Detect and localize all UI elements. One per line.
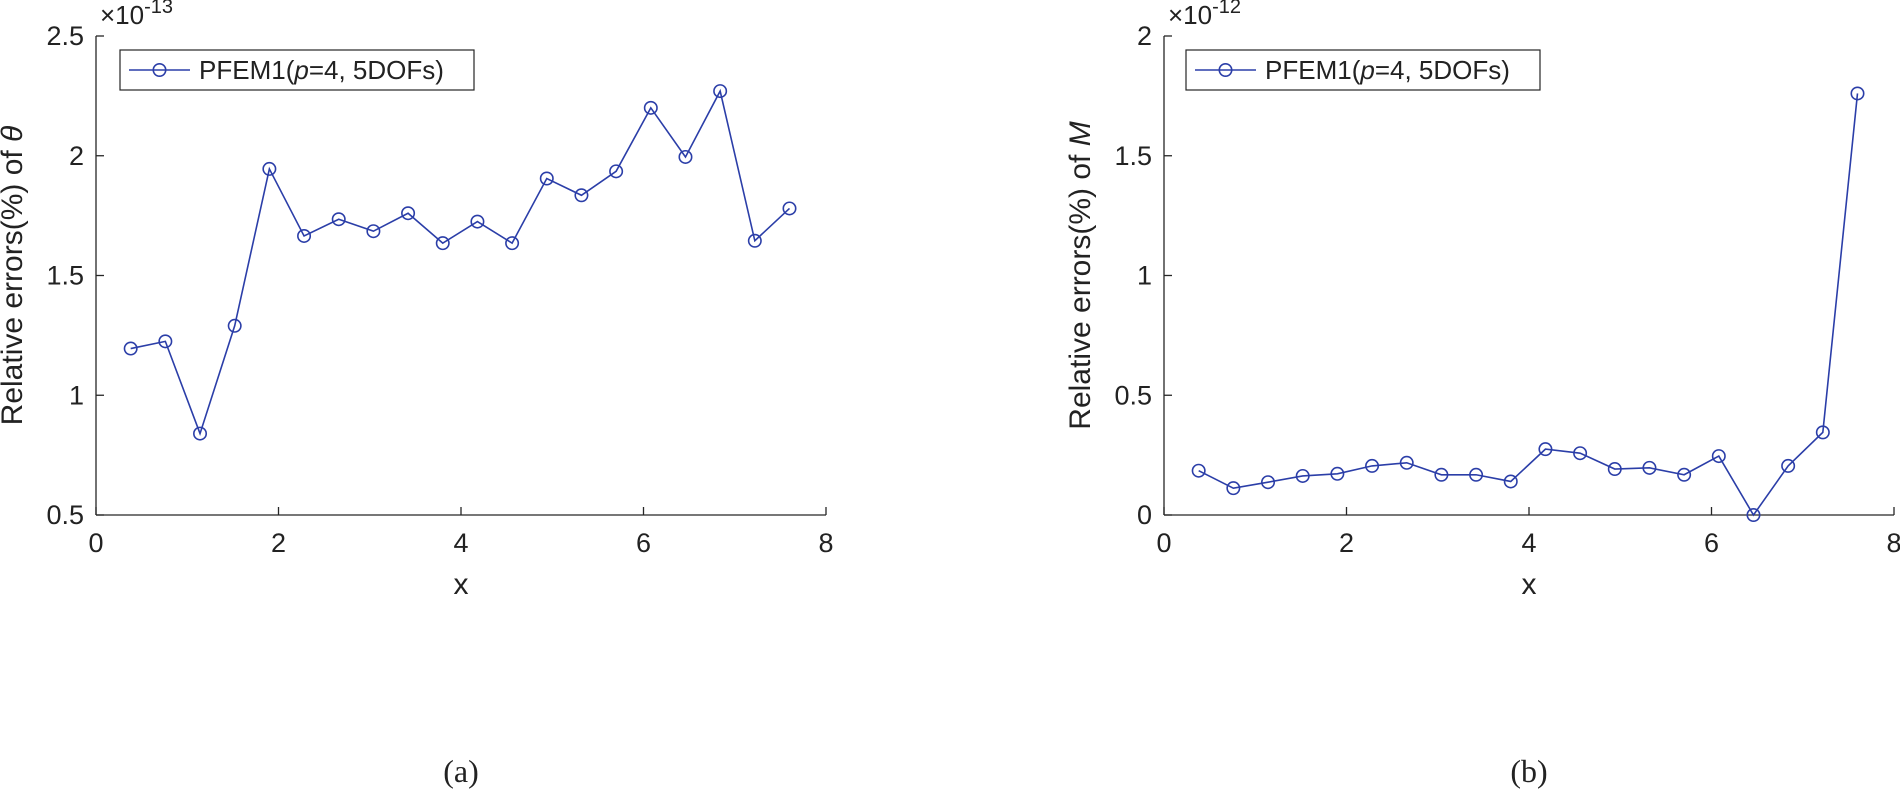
data-point xyxy=(1573,446,1588,461)
y-exponent-label: ×10-12 xyxy=(1168,0,1241,30)
data-point xyxy=(1503,474,1518,489)
legend-param-rest: =4, 5DOFs) xyxy=(309,55,444,85)
data-point xyxy=(1365,458,1380,473)
x-tick-label: 8 xyxy=(1886,528,1900,558)
chart-panel-a: 0 2 4 6 8 0.5 1 1.5 2 2.5 ×10-13 x Relative errors(%… xyxy=(0,0,834,789)
y-tick-label: 2 xyxy=(69,141,84,171)
data-point xyxy=(678,149,693,164)
legend: PFEM1(p=4, 5DOFs) xyxy=(1185,49,1541,91)
y-tick-label: 2 xyxy=(1137,21,1152,51)
data-point xyxy=(747,233,762,248)
y-axis-label-symbol: θ xyxy=(0,125,29,142)
data-point xyxy=(158,334,173,349)
data-point xyxy=(1677,467,1692,482)
legend-name: PFEM1 xyxy=(199,55,286,85)
x-tick-label: 8 xyxy=(818,528,833,558)
chart-panel-b: 0 2 4 6 8 0 0.5 1 1.5 2 ×10-12 x Relative errors(%) … xyxy=(1064,0,1900,789)
y-tick-label: 0.5 xyxy=(1114,380,1152,410)
y-tick-label: 1 xyxy=(1137,261,1152,291)
exponent-base: ×10 xyxy=(100,0,144,30)
data-point xyxy=(1434,467,1449,482)
data-point xyxy=(435,236,450,251)
x-tick-label: 4 xyxy=(453,528,468,558)
data-point xyxy=(1295,468,1310,483)
exponent-power: -12 xyxy=(1212,0,1241,18)
legend-paren: ( xyxy=(1352,55,1361,85)
legend-label: PFEM1(p=4, 5DOFs) xyxy=(1265,55,1510,85)
x-axis-label: x xyxy=(1522,568,1537,601)
legend-label: PFEM1(p=4, 5DOFs) xyxy=(199,55,444,85)
data-point xyxy=(193,426,208,441)
y-axis-label: Relative errors(%) of θ xyxy=(0,125,29,425)
series-line xyxy=(130,88,791,436)
x-tick-label: 6 xyxy=(1704,528,1719,558)
data-point xyxy=(1711,449,1726,464)
data-point xyxy=(1191,463,1206,478)
exponent-power: -13 xyxy=(144,0,173,18)
data-point xyxy=(297,228,312,243)
y-axis-label: Relative errors(%) of M xyxy=(1064,121,1097,429)
legend-param-rest: =4, 5DOFs) xyxy=(1375,55,1510,85)
data-point xyxy=(713,84,728,99)
data-point xyxy=(1642,460,1657,475)
legend: PFEM1(p=4, 5DOFs) xyxy=(119,49,475,91)
x-tick-label: 0 xyxy=(88,528,103,558)
data-point xyxy=(262,161,277,176)
data-point xyxy=(1538,442,1553,457)
data-point xyxy=(505,236,520,251)
data-point xyxy=(574,188,589,203)
x-axis-label: x xyxy=(454,568,469,601)
series-line xyxy=(1198,93,1859,517)
data-point xyxy=(1781,458,1796,473)
data-point xyxy=(539,171,554,186)
data-point xyxy=(123,341,138,356)
y-exponent-label: ×10-13 xyxy=(100,0,173,30)
y-axis-label-symbol: M xyxy=(1064,121,1097,146)
x-tick-label: 2 xyxy=(1339,528,1354,558)
data-point xyxy=(1746,507,1761,522)
legend-paren: ( xyxy=(286,55,295,85)
y-tick-label: 1.5 xyxy=(1114,141,1152,171)
x-tick-label: 2 xyxy=(271,528,286,558)
data-point xyxy=(1607,462,1622,477)
data-point xyxy=(1226,481,1241,496)
y-axis-label-prefix: Relative errors(%) of xyxy=(1064,146,1097,429)
y-tick-label: 1.5 xyxy=(46,261,84,291)
data-point xyxy=(331,212,346,227)
panel-caption: (b) xyxy=(1510,753,1547,789)
legend-name: PFEM1 xyxy=(1265,55,1352,85)
data-point xyxy=(1330,466,1345,481)
data-point xyxy=(470,214,485,229)
y-tick-label: 2.5 xyxy=(46,21,84,51)
legend-param-symbol: p xyxy=(1359,55,1374,85)
y-tick-label: 0.5 xyxy=(46,500,84,530)
x-tick-label: 4 xyxy=(1521,528,1536,558)
legend-param-symbol: p xyxy=(293,55,308,85)
data-point xyxy=(366,224,381,239)
x-tick-label: 0 xyxy=(1156,528,1171,558)
panel-caption: (a) xyxy=(443,753,479,789)
data-point xyxy=(782,201,797,216)
data-point xyxy=(1469,467,1484,482)
x-tick-label: 6 xyxy=(636,528,651,558)
y-axis-label-prefix: Relative errors(%) of xyxy=(0,142,29,425)
data-point xyxy=(1850,86,1865,101)
y-tick-label: 0 xyxy=(1137,500,1152,530)
data-point xyxy=(1815,425,1830,440)
y-tick-label: 1 xyxy=(69,380,84,410)
data-point xyxy=(643,100,658,115)
legend-marker xyxy=(1218,62,1233,77)
data-point xyxy=(1261,475,1276,490)
data-point xyxy=(1399,455,1414,470)
exponent-base: ×10 xyxy=(1168,0,1212,30)
data-point xyxy=(227,318,242,333)
data-point xyxy=(401,206,416,221)
data-point xyxy=(609,164,624,179)
legend-marker xyxy=(152,62,167,77)
